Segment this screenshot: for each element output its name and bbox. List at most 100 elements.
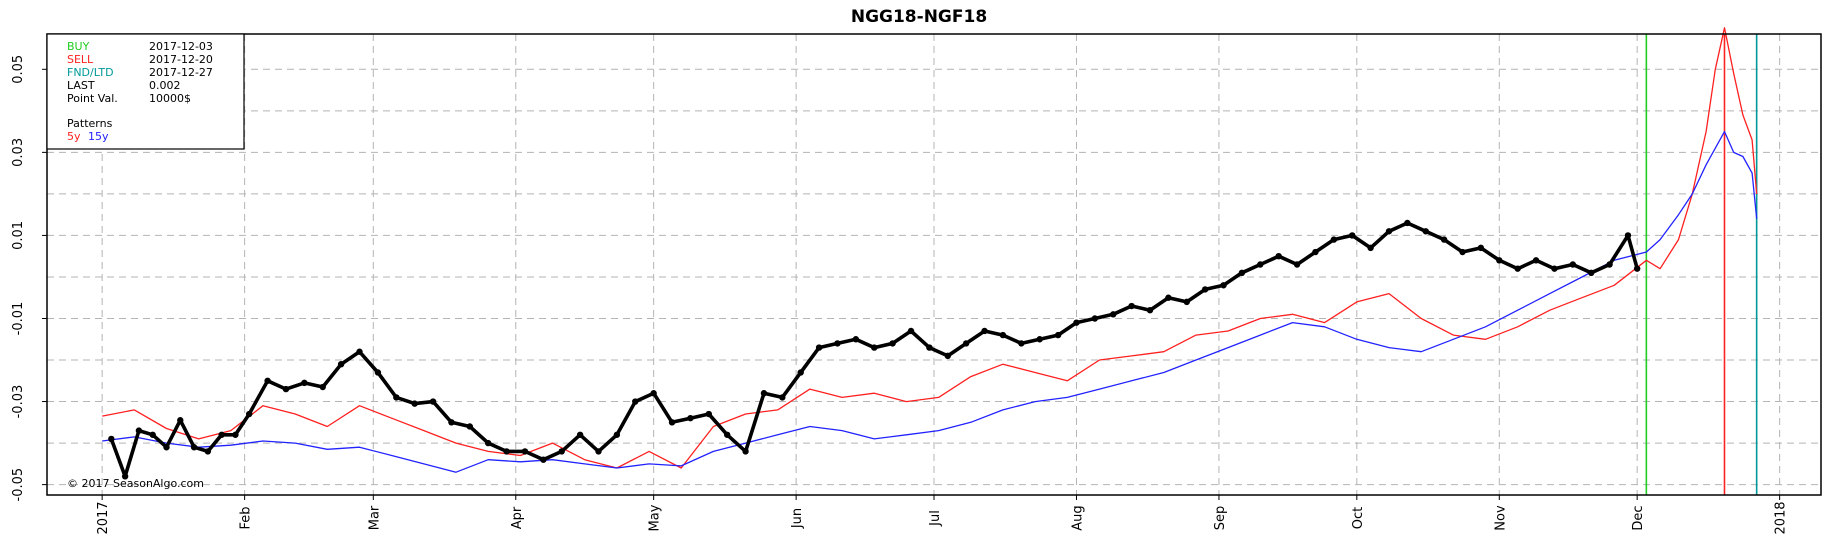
info-last-label: LAST xyxy=(67,79,95,92)
series-line-15y xyxy=(102,130,1758,473)
series-point xyxy=(1349,232,1356,239)
series-point xyxy=(1569,261,1577,268)
x-tick-label: Jun xyxy=(790,508,805,529)
series-point xyxy=(319,383,326,391)
series-point xyxy=(521,448,529,455)
series-point xyxy=(632,398,639,405)
x-tick-label: Aug xyxy=(1070,505,1085,530)
info-pointval-label: Point Val. xyxy=(67,92,118,105)
series-point xyxy=(1110,311,1117,318)
series-point xyxy=(981,327,988,335)
series-point xyxy=(1551,265,1558,272)
series-point xyxy=(1293,261,1301,268)
series-point xyxy=(429,398,437,405)
x-tick-label: Mar xyxy=(367,505,382,530)
series-point xyxy=(558,448,565,455)
series-point xyxy=(999,331,1007,339)
series-point xyxy=(1385,228,1393,235)
series-point xyxy=(1514,265,1521,272)
series-point xyxy=(1404,219,1411,227)
series-point xyxy=(1422,228,1429,235)
series-point xyxy=(1257,261,1264,268)
series-point xyxy=(448,419,455,426)
series-point xyxy=(1496,257,1503,264)
series-point xyxy=(926,344,933,351)
series-point xyxy=(779,394,786,401)
series-line-5y xyxy=(102,27,1758,469)
series-point xyxy=(834,340,841,347)
series-point xyxy=(1146,306,1154,314)
info-buy-value: 2017-12-03 xyxy=(149,40,213,53)
watermark: © 2017 SeasonAlgo.com xyxy=(67,477,204,490)
series-point xyxy=(797,369,804,376)
info-box: BUY 2017-12-03 SELL 2017-12-20 FND/LTD 2… xyxy=(46,33,245,150)
series-point xyxy=(1330,236,1338,243)
legend-15y: 15y xyxy=(88,130,109,143)
series-point xyxy=(1018,340,1025,347)
x-tick-label: Sep xyxy=(1213,506,1228,531)
series-point xyxy=(177,417,184,424)
series-point xyxy=(1312,248,1319,256)
series-point xyxy=(1128,302,1135,310)
series-point xyxy=(962,340,970,347)
series-point xyxy=(1633,265,1641,272)
series-point xyxy=(135,427,143,434)
series-point xyxy=(108,435,115,443)
series-layer xyxy=(102,27,1758,480)
info-last-value: 0.002 xyxy=(149,79,181,92)
series-point xyxy=(1440,236,1448,243)
y-tick-label: 0.05 xyxy=(11,55,26,84)
x-tick-label: Dec xyxy=(1631,505,1646,530)
series-point xyxy=(871,344,878,351)
series-point xyxy=(1036,336,1043,343)
vline-layer xyxy=(1645,34,1758,495)
info-fnd-label: FND/LTD xyxy=(67,66,114,79)
series-point xyxy=(944,352,951,360)
series-point xyxy=(576,431,584,438)
series-point xyxy=(889,340,896,347)
series-point xyxy=(815,344,823,351)
x-tick-label: 2018 xyxy=(1774,501,1789,534)
series-point xyxy=(1532,257,1540,264)
info-pointval-value: 10000$ xyxy=(149,92,191,105)
series-point xyxy=(1624,232,1632,239)
series-point xyxy=(1588,269,1595,277)
series-point xyxy=(356,348,363,355)
series-point xyxy=(204,448,212,455)
info-buy-label: BUY xyxy=(67,40,90,53)
series-point xyxy=(1367,244,1374,252)
y-tick-label: 0.01 xyxy=(11,221,26,250)
series-point xyxy=(687,414,694,422)
x-tick-label: Oct xyxy=(1351,507,1366,529)
series-point xyxy=(282,385,290,393)
x-tick-label: May xyxy=(648,504,663,531)
series-point xyxy=(149,431,156,438)
series-point xyxy=(1073,319,1080,326)
info-box-frame xyxy=(46,33,245,150)
x-tick-label: Jul xyxy=(928,510,943,527)
series-point xyxy=(1201,286,1209,293)
series-point xyxy=(1477,244,1485,252)
info-sell-label: SELL xyxy=(67,53,94,66)
series-point xyxy=(1165,294,1172,301)
series-point xyxy=(723,431,731,438)
info-fnd-value: 2017-12-27 xyxy=(149,66,213,79)
x-axis: 2017 Feb Mar Apr May Jun Jul Aug Sep Oct Nov Dec 201… xyxy=(96,495,1789,535)
grid-layer xyxy=(47,34,1821,495)
series-point xyxy=(485,439,492,447)
y-tick-label: -0.03 xyxy=(11,385,26,419)
series-point xyxy=(852,336,860,343)
patterns-label: Patterns xyxy=(67,117,113,130)
series-point xyxy=(337,360,345,368)
series-point xyxy=(1183,298,1190,306)
series-point xyxy=(1054,331,1062,339)
series-point xyxy=(301,379,308,387)
series-point xyxy=(1459,248,1466,256)
series-point xyxy=(374,369,382,376)
series-point xyxy=(121,473,129,480)
legend-5y: 5y xyxy=(67,130,81,143)
series-point xyxy=(1606,261,1613,268)
series-point xyxy=(668,419,676,426)
series-point xyxy=(190,444,198,451)
